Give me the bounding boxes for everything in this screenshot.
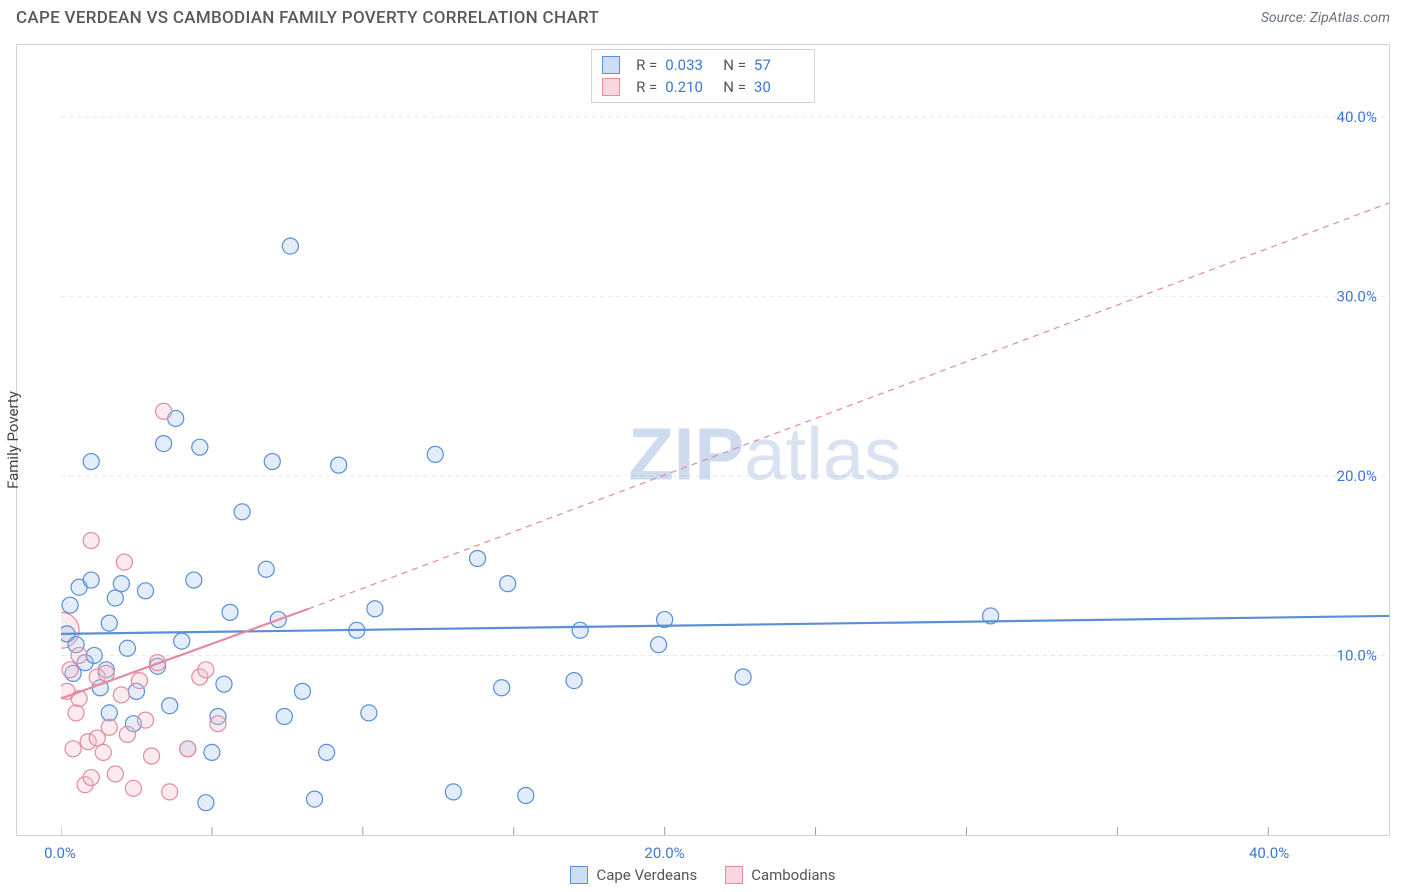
chart-container: Family Poverty 10.0%20.0%30.0%40.0%ZIPat… — [16, 44, 1390, 836]
chart-title: CAPE VERDEAN VS CAMBODIAN FAMILY POVERTY… — [16, 8, 599, 28]
n-label: N = — [723, 54, 746, 76]
r-value: 0.033 — [665, 54, 715, 76]
legend-swatch-icon — [725, 866, 743, 884]
r-label: R = — [636, 76, 657, 98]
legend-row: R = 0.210 N = 30 — [602, 76, 804, 98]
n-label: N = — [723, 76, 746, 98]
legend-label: Cambodians — [751, 866, 835, 884]
x-tick-label: 40.0% — [1249, 844, 1289, 862]
correlation-legend: R = 0.033 N = 57 R = 0.210 N = 30 — [591, 49, 815, 103]
legend-item: Cape Verdeans — [570, 866, 697, 884]
svg-text:10.0%: 10.0% — [1336, 646, 1376, 664]
source-attribution: Source: ZipAtlas.com — [1261, 10, 1390, 26]
svg-text:20.0%: 20.0% — [1336, 467, 1376, 485]
legend-label: Cape Verdeans — [596, 866, 697, 884]
legend-item: Cambodians — [725, 866, 835, 884]
r-label: R = — [636, 54, 657, 76]
chart-svg: 10.0% 20.0% 30.0% 40.0% ZIPatlas — [61, 45, 1389, 835]
svg-text:40.0%: 40.0% — [1336, 108, 1376, 126]
header: CAPE VERDEAN VS CAMBODIAN FAMILY POVERTY… — [0, 0, 1406, 34]
x-tick-label: 20.0% — [644, 844, 684, 862]
svg-text:30.0%: 30.0% — [1336, 287, 1376, 305]
legend-swatch-icon — [570, 866, 588, 884]
plot-area: 10.0% 20.0% 30.0% 40.0% ZIPatlas — [61, 45, 1389, 835]
legend-swatch-icon — [602, 78, 620, 96]
series-legend: Cape Verdeans Cambodians — [0, 866, 1406, 888]
x-axis-labels: 0.0%20.0%40.0% — [60, 840, 1390, 862]
x-tick-label: 0.0% — [44, 844, 76, 862]
legend-swatch-icon — [602, 56, 620, 74]
y-axis-label: Family Poverty — [4, 391, 22, 489]
svg-text:ZIPatlas: ZIPatlas — [628, 413, 901, 496]
r-value: 0.210 — [665, 76, 715, 98]
n-value: 57 — [754, 54, 804, 76]
legend-row: R = 0.033 N = 57 — [602, 54, 804, 76]
n-value: 30 — [754, 76, 804, 98]
